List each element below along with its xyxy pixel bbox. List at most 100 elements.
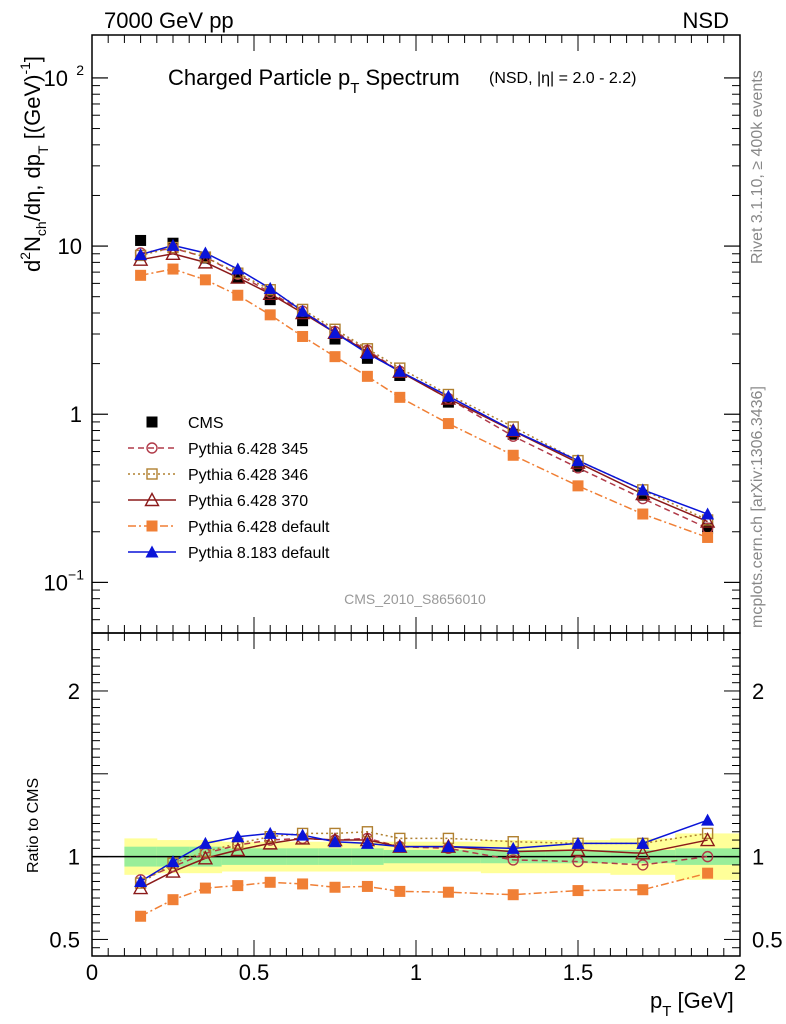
ratio-data-point	[701, 827, 714, 840]
ratio-data-point	[296, 828, 310, 841]
x-tick-label: 0.5	[239, 960, 270, 985]
ratio-data-point	[361, 880, 373, 892]
main-data-point	[264, 309, 276, 321]
ratio-data-point	[230, 842, 246, 857]
ratio-data-point	[637, 884, 649, 896]
main-data-point	[230, 269, 246, 284]
ratio-y-tick-label-right: 0.5	[752, 927, 783, 952]
legend-marker	[145, 545, 159, 558]
chart-title: Charged Particle pT Spectrum	[168, 65, 460, 97]
main-y-tick-label: 10	[44, 66, 68, 91]
ratio-panel-frame	[91, 632, 741, 957]
ratio-data-point	[701, 850, 714, 863]
main-data-point	[393, 364, 407, 377]
chart-title-end: Spectrum	[359, 65, 459, 90]
main-series-line	[140, 268, 708, 539]
main-data-point	[441, 389, 455, 402]
ratio-data-point	[572, 855, 584, 868]
main-data-point	[699, 513, 716, 528]
main-data-point	[442, 396, 454, 408]
main-data-point	[636, 483, 650, 496]
legend-label: Pythia 6.428 346	[188, 467, 308, 484]
ratio-data-point	[507, 889, 519, 901]
legend-marker	[144, 492, 160, 507]
main-series-line	[140, 247, 708, 529]
x-tick-label: 0	[86, 960, 98, 985]
main-data-point	[507, 449, 519, 461]
ratio-data-point	[232, 880, 244, 892]
main-data-point	[165, 245, 181, 260]
main-panel-series	[132, 234, 716, 543]
ratio-series-line	[140, 819, 708, 883]
main-data-point	[328, 326, 342, 339]
main-data-point	[360, 346, 374, 359]
ratio-data-point	[198, 836, 212, 849]
legend-marker	[146, 520, 158, 532]
rivet-version-label: Rivet 3.1.10, ≥ 400k events	[749, 70, 766, 264]
main-data-point	[167, 263, 179, 275]
ratio-data-point	[506, 841, 520, 854]
main-panel-frame	[91, 34, 741, 634]
ratio-panel-series	[132, 813, 716, 922]
ratio-data-point	[264, 876, 276, 888]
ratio-data-point	[297, 878, 309, 890]
main-data-point	[571, 454, 585, 467]
ratio-data-point	[134, 874, 148, 887]
main-data-point	[637, 508, 649, 520]
x-axis-label: pT [GeV]	[650, 988, 734, 1020]
ratio-data-point	[394, 885, 406, 897]
ratio-data-point	[263, 826, 277, 839]
chart-title-subscript: T	[350, 80, 359, 97]
ratio-data-point	[636, 836, 650, 849]
main-data-point	[166, 238, 180, 251]
main-y-tick-label: 1	[70, 402, 82, 427]
main-data-point	[329, 333, 341, 345]
ratio-data-point	[167, 894, 179, 906]
legend-marker	[146, 468, 158, 480]
ratio-data-point	[328, 835, 342, 848]
main-data-point	[134, 248, 148, 261]
main-data-point	[572, 460, 584, 472]
ratio-data-point	[199, 882, 211, 894]
chart-subtitle: (NSD, |η| = 2.0 - 2.2)	[489, 70, 636, 87]
x-tick-label: 1.5	[563, 960, 594, 985]
ratio-data-point	[572, 885, 584, 897]
legend: CMS Pythia 6.428 345 Pythia 6.428 346 Pythi…	[128, 415, 330, 562]
main-data-point	[572, 480, 584, 492]
legend-marker	[146, 416, 158, 428]
x-tick-label: 2	[734, 960, 746, 985]
main-y-tick-exponent: 2	[76, 62, 84, 78]
ratio-data-point	[262, 835, 278, 850]
ratio-y-tick-label-left: 0.5	[49, 927, 80, 952]
ratio-data-point	[701, 813, 715, 826]
main-data-point	[296, 304, 310, 317]
main-data-point	[297, 315, 309, 327]
main-data-point	[361, 370, 373, 382]
main-data-point	[198, 246, 212, 259]
main-data-point	[442, 418, 454, 430]
ratio-data-point	[135, 910, 147, 922]
x-tick-label: 1	[410, 960, 422, 985]
ratio-data-point	[231, 830, 245, 843]
ratio-data-point	[132, 880, 149, 895]
main-data-point	[135, 269, 147, 281]
chart-title-main: Charged Particle p	[168, 65, 350, 90]
main-data-point	[394, 391, 406, 403]
analysis-watermark: CMS_2010_S8656010	[344, 591, 486, 607]
main-data-point	[297, 330, 309, 342]
ratio-data-point	[360, 836, 374, 849]
ratio-data-point	[507, 854, 519, 866]
main-data-point	[197, 254, 214, 269]
main-data-point	[232, 289, 244, 301]
ratio-data-point	[197, 850, 214, 865]
mcplots-label: mcplots.cern.ch [arXiv:1306.3436]	[749, 386, 766, 628]
ratio-y-tick-label-right: 1	[752, 845, 764, 870]
ratio-data-point	[361, 826, 374, 838]
main-data-point	[231, 262, 245, 275]
legend-label: Pythia 6.428 345	[188, 441, 308, 458]
legend-label: Pythia 6.428 370	[188, 493, 308, 510]
main-data-point	[135, 234, 147, 246]
main-y-tick-exponent: −1	[68, 566, 84, 582]
